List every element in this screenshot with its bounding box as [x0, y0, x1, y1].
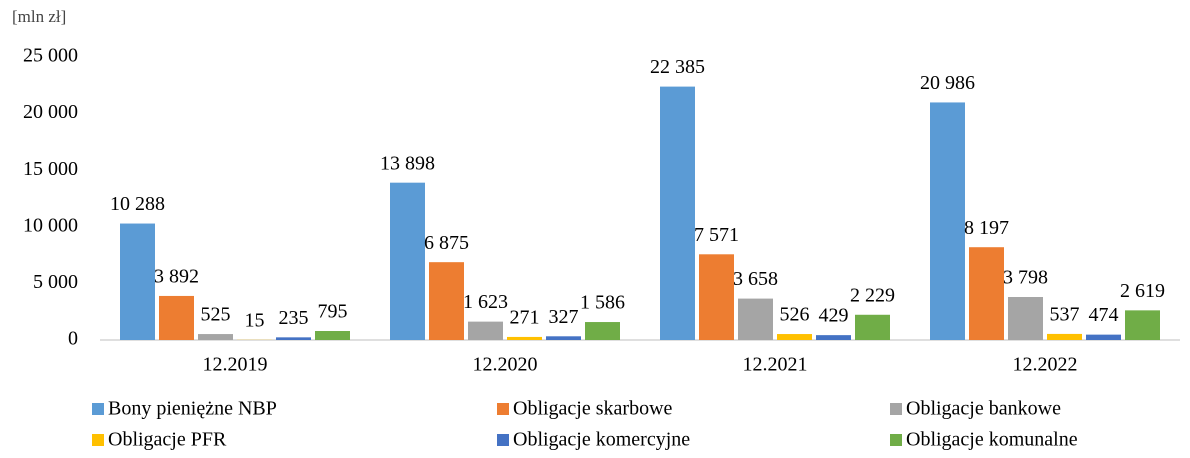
- y-tick-label: 0: [68, 328, 78, 350]
- data-label: 22 385: [650, 56, 705, 78]
- bar: [1125, 310, 1160, 340]
- data-label: 3 892: [154, 266, 199, 288]
- data-label: 6 875: [424, 232, 469, 254]
- data-label: 7 571: [694, 224, 739, 246]
- bar: [120, 223, 155, 340]
- data-label: 235: [279, 307, 309, 329]
- y-tick-label: 15 000: [23, 158, 78, 180]
- bar: [1086, 334, 1121, 340]
- data-label: 2 619: [1120, 280, 1165, 302]
- data-label: 3 798: [1003, 267, 1048, 289]
- y-tick-label: 25 000: [23, 45, 78, 67]
- legend-swatch: [497, 403, 509, 415]
- legend-label: Obligacje skarbowe: [513, 398, 673, 420]
- bar: [699, 254, 734, 340]
- bar: [1047, 333, 1082, 340]
- y-tick-label: 5 000: [33, 271, 78, 293]
- data-label: 1 623: [463, 291, 508, 313]
- data-label: 474: [1089, 304, 1119, 326]
- bar: [969, 247, 1004, 340]
- data-label: 8 197: [964, 217, 1009, 239]
- x-tick-label: 12.2021: [743, 354, 808, 376]
- bar: [159, 295, 194, 340]
- bar: [546, 336, 581, 340]
- bar: [507, 336, 542, 340]
- bar: [660, 86, 695, 340]
- legend-swatch: [92, 434, 104, 446]
- legend-swatch: [890, 434, 902, 446]
- data-label: 13 898: [380, 152, 435, 174]
- y-tick-label: 10 000: [23, 214, 78, 236]
- data-label: 525: [201, 304, 231, 326]
- data-label: 327: [549, 306, 579, 328]
- x-tick-label: 12.2022: [1013, 354, 1078, 376]
- data-label: 10 288: [110, 193, 165, 215]
- bar: [390, 182, 425, 340]
- x-tick-label: 12.2020: [473, 354, 538, 376]
- y-tick-label: 20 000: [23, 101, 78, 123]
- data-label: 429: [819, 305, 849, 327]
- data-label: 537: [1050, 304, 1080, 326]
- legend-swatch: [890, 403, 902, 415]
- data-label: 3 658: [733, 268, 778, 290]
- bar: [276, 337, 311, 340]
- bar: [738, 298, 773, 340]
- legend-label: Obligacje PFR: [108, 429, 227, 451]
- legend-swatch: [497, 434, 509, 446]
- x-tick-label: 12.2019: [203, 354, 268, 376]
- legend-label: Obligacje bankowe: [906, 398, 1061, 420]
- bar: [468, 321, 503, 340]
- bar: [930, 102, 965, 340]
- bar: [855, 314, 890, 340]
- data-label: 795: [318, 301, 348, 323]
- legend-swatch: [92, 403, 104, 415]
- bar: [429, 262, 464, 340]
- bar: [315, 331, 350, 340]
- bar: [816, 335, 851, 340]
- data-label: 15: [245, 309, 265, 331]
- data-label: 526: [780, 304, 810, 326]
- legend-label: Bony pieniężne NBP: [108, 398, 277, 420]
- bar: [585, 322, 620, 340]
- legend-label: Obligacje komunalne: [906, 429, 1078, 451]
- data-label: 2 229: [850, 284, 895, 306]
- bar: [777, 334, 812, 340]
- legend-label: Obligacje komercyjne: [513, 429, 690, 451]
- data-label: 1 586: [580, 292, 625, 314]
- bar: [1008, 297, 1043, 340]
- bar: [198, 334, 233, 340]
- y-axis-label: [mln zł]: [12, 7, 66, 26]
- data-label: 271: [510, 307, 540, 329]
- data-label: 20 986: [920, 72, 975, 94]
